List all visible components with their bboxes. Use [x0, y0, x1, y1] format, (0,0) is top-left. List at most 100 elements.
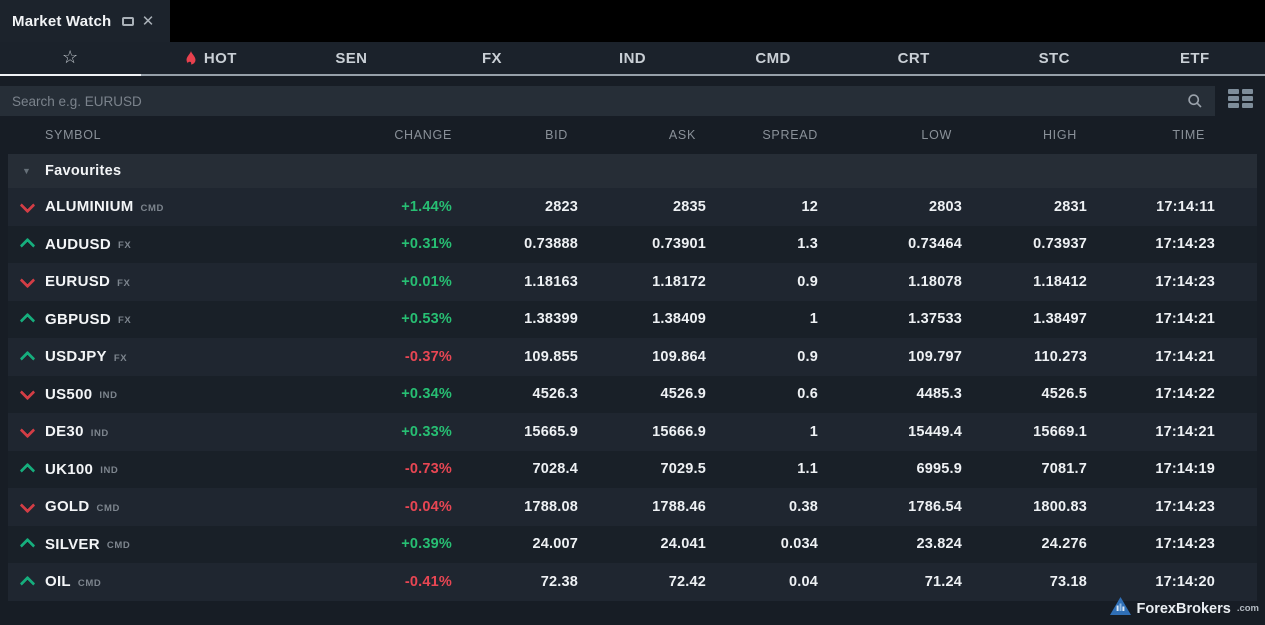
tab-stc[interactable]: STC	[983, 42, 1125, 76]
high-cell: 73.18	[1049, 573, 1087, 590]
column-header-spread[interactable]: SPREAD	[762, 128, 818, 142]
spread-cell: 12	[801, 198, 818, 215]
tab-label: FX	[481, 49, 502, 67]
table-row[interactable]: UK100 IND -0.73% 7028.4 7029.5 1.1 6995.…	[8, 450, 1257, 488]
search-icon	[1187, 93, 1203, 109]
time-cell: 17:14:21	[1155, 423, 1215, 440]
table-row[interactable]: OIL CMD -0.41% 72.38 72.42 0.04 71.24 73…	[8, 563, 1257, 601]
column-header-symbol[interactable]: SYMBOL	[45, 128, 102, 142]
column-header-time[interactable]: TIME	[1172, 128, 1205, 142]
low-cell: 4485.3	[916, 386, 962, 403]
spread-cell: 1	[809, 423, 818, 440]
tab-hot[interactable]: HOT	[140, 42, 282, 76]
close-icon: ✕	[141, 12, 155, 30]
bid-cell: 4526.3	[532, 386, 578, 403]
table-row[interactable]: DE30 IND +0.33% 15665.9 15666.9 1 15449.…	[8, 413, 1257, 451]
table-row[interactable]: AUDUSD FX +0.31% 0.73888 0.73901 1.3 0.7…	[8, 225, 1257, 263]
maximize-button[interactable]	[118, 11, 138, 31]
trend-up-icon	[22, 237, 45, 251]
ask-cell: 1.38409	[652, 311, 706, 328]
table-row[interactable]: GBPUSD FX +0.53% 1.38399 1.38409 1 1.375…	[8, 300, 1257, 338]
chevron-down-icon[interactable]: ▼	[22, 166, 31, 176]
table-row[interactable]: USDJPY FX -0.37% 109.855 109.864 0.9 109…	[8, 338, 1257, 376]
tab-sen[interactable]: SEN	[281, 42, 422, 76]
low-cell: 0.73464	[908, 236, 962, 253]
tab-label: CMD	[755, 49, 791, 67]
trend-down-icon	[22, 428, 45, 436]
titlebar: Market Watch ✕	[0, 0, 1265, 42]
spread-cell: 1	[809, 311, 818, 328]
symbol-category-badge: IND	[90, 427, 109, 439]
search-input[interactable]	[12, 93, 1187, 109]
group-label: Favourites	[45, 163, 122, 179]
ask-cell: 24.041	[660, 536, 706, 553]
symbol-name: UK100	[45, 460, 94, 478]
forexbrokers-logo-icon	[1109, 597, 1131, 620]
low-cell: 109.797	[908, 348, 962, 365]
ask-cell: 1.18172	[652, 273, 706, 290]
window-title-tab[interactable]: Market Watch ✕	[0, 0, 170, 42]
spread-cell: 0.6	[797, 386, 818, 403]
high-cell: 1.18412	[1033, 273, 1087, 290]
time-cell: 17:14:21	[1155, 311, 1215, 328]
tab-label: STC	[1038, 49, 1070, 67]
search-row	[0, 76, 1265, 118]
watermark: ForexBrokers .com	[1109, 597, 1259, 620]
symbol-cell: EURUSD FX	[8, 273, 340, 290]
time-cell: 17:14:19	[1155, 461, 1215, 478]
tab-fx[interactable]: FX	[421, 42, 563, 76]
symbol-category-badge: FX	[113, 352, 128, 364]
symbol-cell: USDJPY FX	[8, 348, 340, 365]
ask-cell: 109.864	[652, 348, 706, 365]
watermark-brand: ForexBrokers	[1136, 600, 1231, 617]
tab-crt[interactable]: CRT	[843, 42, 984, 76]
symbol-name: EURUSD	[45, 273, 111, 291]
grid-view-button[interactable]	[1215, 86, 1265, 116]
tab-cmd[interactable]: CMD	[702, 42, 844, 76]
spread-cell: 0.04	[788, 573, 818, 590]
change-cell: -0.04%	[404, 498, 452, 515]
close-button[interactable]: ✕	[138, 11, 158, 31]
column-header-change[interactable]: CHANGE	[394, 128, 452, 142]
time-cell: 17:14:23	[1155, 536, 1215, 553]
market-tabs: ☆ HOT SEN FX IND CMD CRT STC ETF	[0, 42, 1265, 76]
table-row[interactable]: SILVER CMD +0.39% 24.007 24.041 0.034 23…	[8, 525, 1257, 563]
column-header-low[interactable]: LOW	[921, 128, 952, 142]
trend-down-icon	[22, 278, 45, 286]
trend-down-icon	[22, 503, 45, 511]
ask-cell: 15666.9	[652, 423, 706, 440]
symbol-cell: DE30 IND	[8, 423, 340, 440]
column-header-ask[interactable]: ASK	[668, 128, 696, 142]
high-cell: 4526.5	[1041, 386, 1087, 403]
low-cell: 1.37533	[908, 311, 962, 328]
favourites-group-row[interactable]: ▼ Favourites	[8, 154, 1257, 188]
table-row[interactable]: ALUMINIUM CMD +1.44% 2823 2835 12 2803 2…	[8, 188, 1257, 226]
change-cell: +0.01%	[401, 273, 452, 290]
change-cell: -0.37%	[404, 348, 452, 365]
tab-etf[interactable]: ETF	[1124, 42, 1265, 76]
spread-cell: 1.1	[797, 461, 818, 478]
symbol-cell: AUDUSD FX	[8, 236, 340, 253]
symbol-category-badge: FX	[117, 277, 131, 289]
spread-cell: 1.3	[797, 236, 818, 253]
symbol-name: DE30	[45, 423, 84, 441]
search-field	[0, 86, 1215, 116]
column-header-high[interactable]: HIGH	[1042, 128, 1077, 142]
ask-cell: 0.73901	[652, 236, 706, 253]
table-row[interactable]: US500 IND +0.34% 4526.3 4526.9 0.6 4485.…	[8, 375, 1257, 413]
bid-cell: 1788.08	[524, 498, 578, 515]
table-row[interactable]: GOLD CMD -0.04% 1788.08 1788.46 0.38 178…	[8, 488, 1257, 526]
symbol-cell: GOLD CMD	[8, 498, 340, 515]
time-cell: 17:14:20	[1155, 573, 1215, 590]
symbol-name: OIL	[45, 573, 71, 591]
high-cell: 110.273	[1033, 348, 1087, 365]
tab-ind[interactable]: IND	[562, 42, 703, 76]
trend-up-icon	[22, 312, 45, 326]
column-header-bid[interactable]: BID	[545, 128, 568, 142]
table-body: ALUMINIUM CMD +1.44% 2823 2835 12 2803 2…	[0, 188, 1265, 601]
change-cell: -0.41%	[404, 573, 452, 590]
table-row[interactable]: EURUSD FX +0.01% 1.18163 1.18172 0.9 1.1…	[8, 263, 1257, 301]
tab-favourites[interactable]: ☆	[0, 42, 141, 76]
high-cell: 0.73937	[1033, 236, 1087, 253]
ask-cell: 1788.46	[652, 498, 706, 515]
